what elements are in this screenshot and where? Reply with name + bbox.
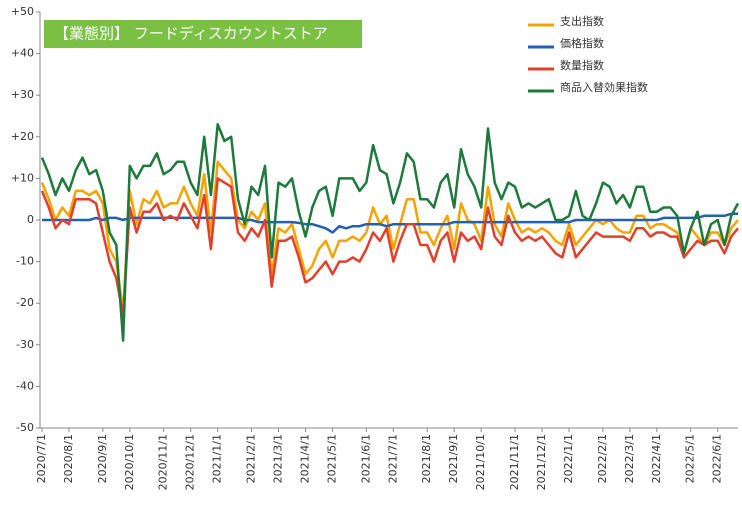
x-tick-label: 2021/6/1 [359,434,372,483]
x-tick-label: 2021/9/1 [447,434,460,483]
annotation-box [44,20,362,48]
x-tick-label: 2021/3/1 [272,434,285,483]
x-tick-label: 2021/5/1 [326,434,339,483]
x-tick-label: 2022/3/1 [623,434,636,483]
y-tick-label: +30 [11,88,34,101]
annotation: 【業態別】 フードディスカウントストア [54,25,328,43]
x-tick-label: 2021/11/1 [508,434,521,490]
x-tick-label: 2020/9/1 [96,434,109,483]
y-tick-label: +10 [11,171,34,184]
x-tick-label: 2022/1/1 [562,434,575,483]
x-tick-label: 2022/5/1 [684,434,697,483]
x-tick-label: 2020/12/1 [184,434,197,490]
y-tick-label: -50 [16,421,34,434]
y-tick-label: 0 [27,213,34,226]
legend-label: 数量指数 [560,58,604,72]
y-tick-label: +20 [11,130,34,143]
x-tick-label: 2020/8/1 [62,434,75,483]
series-line [40,177,739,317]
y-tick-label: -10 [16,255,34,268]
x-tick-label: 2021/10/1 [474,434,487,490]
x-tick-label: 2021/8/1 [420,434,433,483]
x-tick-label: 2021/4/1 [299,434,312,483]
y-tick-label: -20 [16,296,34,309]
y-tick-label: +50 [11,5,34,18]
series-line [40,123,740,342]
series-line [42,212,738,234]
legend-label: 価格指数 [560,36,604,50]
x-tick-label: 2021/2/1 [244,434,257,483]
legend-label: 商品入替効果指数 [560,80,648,94]
x-tick-label: 2022/2/1 [596,434,609,483]
x-tick-label: 2022/6/1 [711,434,724,483]
y-tick-label: -40 [16,379,34,392]
x-tick-label: 2020/11/1 [157,434,170,490]
x-tick-label: 2021/7/1 [386,434,399,483]
series-line [40,160,739,313]
y-tick-label: -30 [16,338,34,351]
x-tick-label: 2021/1/1 [211,434,224,483]
y-tick-label: +40 [11,47,34,60]
x-tick-label: 2020/10/1 [123,434,136,490]
x-tick-label: 2020/7/1 [35,434,48,483]
x-tick-label: 2022/4/1 [650,434,663,483]
x-tick-label: 2021/12/1 [535,434,548,490]
legend-label: 支出指数 [560,14,604,28]
